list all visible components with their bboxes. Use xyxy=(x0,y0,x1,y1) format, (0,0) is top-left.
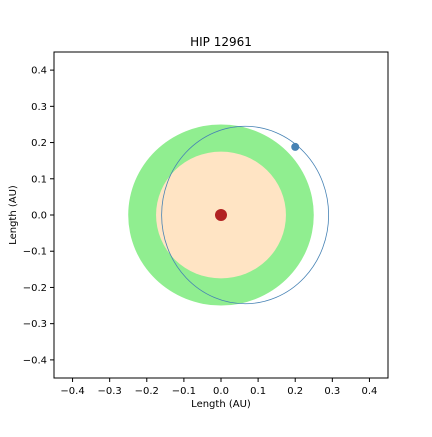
y-tick-label: 0.0 xyxy=(31,211,47,222)
marker-layer xyxy=(215,142,300,221)
x-tick-label: 0.3 xyxy=(324,386,340,397)
x-axis-label: Length (AU) xyxy=(191,399,251,410)
y-tick-label: 0.2 xyxy=(31,138,47,149)
x-tick-label: 0.4 xyxy=(361,386,377,397)
star-marker xyxy=(215,209,227,221)
y-tick-label: 0.1 xyxy=(31,174,47,185)
chart-title: HIP 12961 xyxy=(190,35,252,49)
x-tick-label: −0.2 xyxy=(135,386,159,397)
x-tick-label: 0.1 xyxy=(250,386,266,397)
y-tick-label: −0.2 xyxy=(23,283,47,294)
y-axis-label: Length (AU) xyxy=(8,185,19,245)
y-tick-label: −0.4 xyxy=(23,355,47,366)
y-tick-label: 0.4 xyxy=(31,66,47,77)
orbit-path xyxy=(161,125,330,305)
x-tick-label: 0.0 xyxy=(213,386,229,397)
orbit-layer xyxy=(161,125,330,305)
x-tick-label: −0.3 xyxy=(98,386,122,397)
x-tick-label: −0.4 xyxy=(60,386,84,397)
x-tick-label: 0.2 xyxy=(287,386,303,397)
planet-marker xyxy=(291,142,300,151)
y-tick-label: −0.1 xyxy=(23,247,47,258)
y-tick-label: 0.3 xyxy=(31,102,47,113)
x-tick-label: −0.1 xyxy=(172,386,196,397)
y-tick-label: −0.3 xyxy=(23,319,47,330)
x-ticks: −0.4 −0.3 −0.2 −0.1 0.0 0.1 0.2 0.3 0.4 xyxy=(60,378,377,397)
y-ticks: −0.4 −0.3 −0.2 −0.1 0.0 0.1 0.2 0.3 0.4 xyxy=(23,66,54,366)
